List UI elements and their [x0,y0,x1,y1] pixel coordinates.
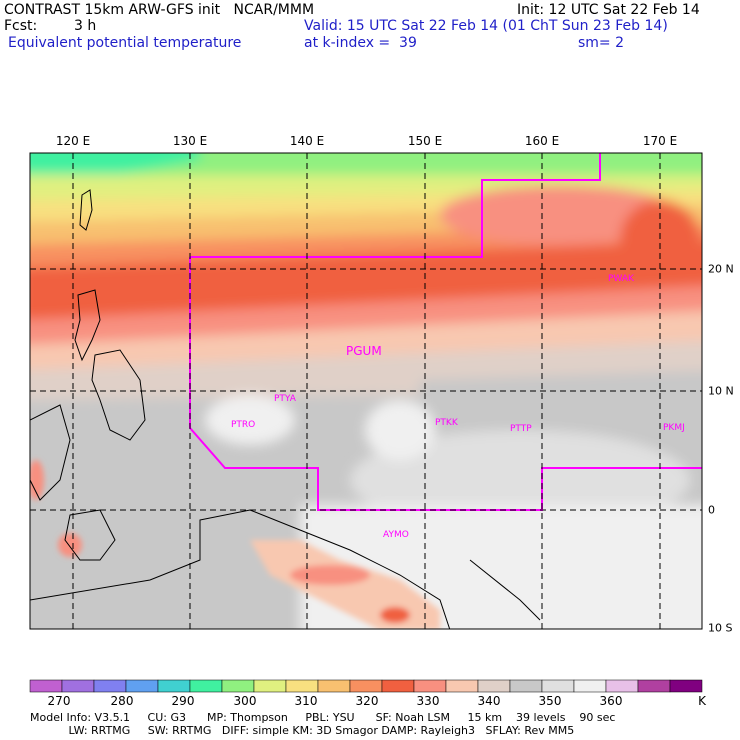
station-label[interactable]: PTTP [510,424,532,434]
colorbar-swatch [61,679,95,693]
colorbar-swatch [93,679,127,693]
colorbar-swatch [509,679,543,693]
header-init: Init: 12 UTC Sat 22 Feb 14 [517,2,700,18]
colorbar-swatch [189,679,223,693]
lon-label: 160 E [524,134,560,148]
colorbar-label: 360 [599,694,623,708]
station-label[interactable]: PTKK [435,418,459,428]
lat-label: 20 N [708,262,734,276]
borneo [30,404,71,501]
region-boundary-north [190,153,601,258]
colorbar-label: 290 [171,694,195,708]
taiwan [79,189,93,231]
colorbar-swatch [605,679,639,693]
station-label[interactable]: PTYA [274,394,297,404]
header-smooth: sm= 2 [578,35,625,51]
colorbar-label: 270 [47,694,71,708]
stations: PTYA PTRO PGUM PTKK PTTP PKMJ PWAK AYMO [231,274,685,540]
lat-lon-grid [30,153,702,629]
philippines-south [91,349,146,441]
colorbar-swatch [285,679,319,693]
colorbar-label: 320 [355,694,379,708]
header-valid: Valid: 15 UTC Sat 22 Feb 14 (01 ChT Sun … [304,18,668,34]
colorbar-swatch [157,679,191,693]
colorbar-swatch [413,679,447,693]
colorbar-swatch [669,679,703,693]
colorbar-swatch [221,679,255,693]
colorbar-swatch [381,679,415,693]
colorbar-label: 340 [477,694,501,708]
header-fcst-value: 3 h [74,18,97,34]
lon-label: 150 E [407,134,443,148]
colorbar-swatch [125,679,159,693]
station-label[interactable]: PGUM [346,344,382,358]
lon-label: 140 E [289,134,325,148]
colorbar-swatch [29,679,63,693]
lat-label: 0 [708,503,715,517]
lon-label: 120 E [55,134,91,148]
lat-label: 10 N [708,384,734,398]
map-frame [29,152,703,630]
colorbar-label: 330 [416,694,440,708]
colorbar-swatch [253,679,287,693]
new-guinea-shading [30,460,440,629]
header-fcst-label: Fcst: [4,18,38,34]
colorbar [29,679,703,693]
colorbar-swatch [573,679,607,693]
lat-label: 10 S [708,621,733,635]
theta-e-field [30,153,702,629]
luzon [74,289,101,362]
header-title: CONTRAST 15km ARW-GFS init NCAR/MMM [4,2,315,18]
colorbar-swatch [637,679,671,693]
footer-model-info: Model Info: V3.5.1 CU: G3 MP: Thompson P… [30,711,616,724]
colorbar-swatch [349,679,383,693]
station-label[interactable]: AYMO [383,530,409,540]
footer-physics: LW: RRTMG SW: RRTMG DIFF: simple KM: 3D … [30,724,575,737]
colorbar-swatch [445,679,479,693]
colorbar-unit: K [698,694,706,708]
colorbar-label: 350 [538,694,562,708]
colorbar-label: 280 [110,694,134,708]
station-label[interactable]: PKMJ [663,423,685,433]
colorbar-label: 310 [294,694,318,708]
header-level: at k-index = 39 [304,35,417,51]
colorbar-swatch [317,679,351,693]
header-field: Equivalent potential temperature [8,35,242,51]
colorbar-swatch [477,679,511,693]
colorbar-label: 300 [233,694,257,708]
new-guinea [30,509,451,629]
lon-label: 170 E [642,134,678,148]
solomon-islands [469,559,541,621]
station-label[interactable]: PTRO [231,420,255,430]
lon-label: 130 E [172,134,208,148]
station-label[interactable]: PWAK [608,274,635,284]
colorbar-swatch [541,679,575,693]
